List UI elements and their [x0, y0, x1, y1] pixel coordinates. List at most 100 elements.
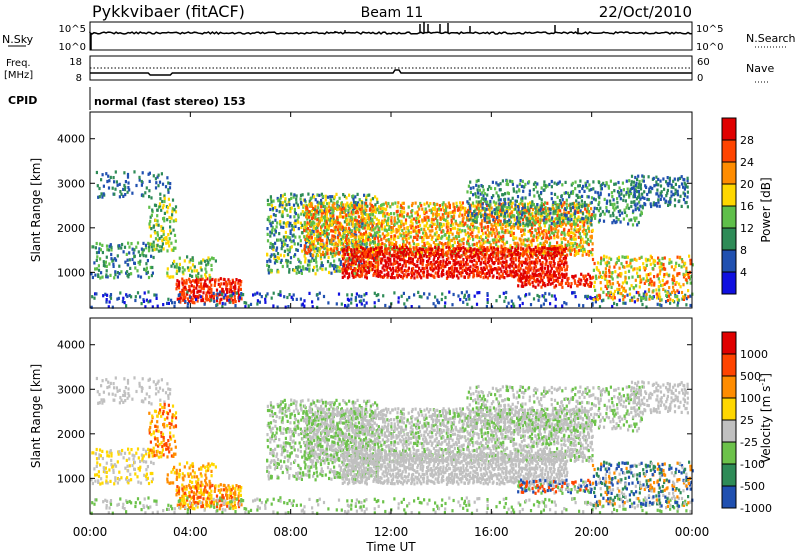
data-cell	[614, 206, 617, 210]
data-cell	[210, 290, 213, 294]
data-cell	[195, 277, 198, 281]
data-cell	[325, 241, 328, 245]
data-cell	[338, 196, 341, 200]
data-cell	[487, 259, 491, 263]
data-cell	[435, 230, 438, 234]
data-cell	[398, 244, 401, 248]
data-cell	[564, 237, 567, 241]
data-cell	[179, 296, 182, 300]
data-cell	[545, 298, 548, 302]
data-cell	[402, 249, 405, 253]
data-cell	[348, 256, 351, 260]
data-cell	[299, 193, 303, 197]
data-cell	[532, 238, 535, 243]
data-cell	[362, 258, 365, 263]
data-cell	[316, 253, 320, 258]
data-cell	[488, 209, 492, 213]
data-cell	[426, 201, 429, 205]
data-cell	[288, 202, 291, 206]
data-cell	[539, 220, 542, 224]
data-cell	[218, 284, 222, 288]
data-cell	[274, 213, 277, 218]
data-cell	[598, 296, 601, 300]
data-cell	[403, 210, 406, 214]
data-cell	[169, 275, 172, 279]
data-cell	[171, 198, 175, 202]
data-cell	[352, 259, 356, 263]
data-cell	[458, 239, 461, 243]
data-cell	[486, 298, 489, 302]
data-cell	[480, 184, 483, 188]
data-cell	[424, 230, 427, 234]
data-cell	[354, 242, 357, 246]
data-cell	[539, 241, 542, 246]
data-cell	[273, 233, 276, 237]
data-cell	[544, 239, 547, 243]
data-cell	[638, 208, 641, 212]
data-cell	[425, 210, 428, 214]
data-cell	[221, 304, 224, 309]
data-cell	[337, 269, 340, 273]
data-cell	[469, 247, 472, 251]
data-cell	[303, 254, 306, 258]
data-cell	[479, 204, 482, 208]
data-cell	[638, 200, 641, 204]
data-cell	[116, 275, 119, 279]
data-cell	[382, 264, 385, 268]
data-cell	[506, 206, 509, 210]
data-cell	[591, 228, 594, 232]
data-cell	[132, 251, 135, 255]
data-cell	[546, 247, 549, 251]
data-cell	[404, 218, 408, 222]
data-cell	[306, 251, 309, 255]
data-cell	[383, 273, 386, 277]
data-cell	[575, 206, 578, 210]
data-cell	[335, 247, 339, 251]
data-cell	[354, 274, 357, 279]
data-cell	[499, 219, 502, 223]
data-cell	[530, 226, 534, 230]
data-cell	[383, 218, 386, 222]
data-cell	[441, 213, 444, 217]
data-cell	[434, 212, 437, 216]
data-cell	[550, 218, 553, 222]
data-cell	[168, 244, 171, 248]
data-cell	[477, 207, 480, 211]
data-cell	[272, 213, 275, 217]
data-cell	[316, 268, 319, 272]
data-cell	[140, 183, 143, 187]
data-cell	[405, 275, 408, 279]
data-cell	[456, 244, 459, 249]
data-cell	[337, 292, 341, 296]
data-cell	[633, 216, 636, 220]
data-cell	[402, 206, 405, 210]
data-cell	[413, 229, 416, 233]
data-cell	[463, 229, 467, 233]
data-cell	[529, 219, 532, 223]
data-cell	[636, 206, 639, 210]
data-cell	[580, 205, 583, 209]
data-cell	[523, 211, 526, 215]
data-cell	[509, 273, 512, 277]
data-cell	[469, 254, 472, 258]
data-cell	[379, 246, 382, 250]
data-cell	[587, 203, 590, 207]
data-cell	[340, 227, 343, 231]
power-data	[90, 170, 694, 309]
data-cell	[553, 294, 556, 298]
data-cell	[567, 240, 570, 244]
data-cell	[444, 242, 447, 246]
data-cell	[394, 219, 397, 223]
data-cell	[374, 243, 377, 247]
data-cell	[410, 305, 413, 309]
data-cell	[565, 198, 568, 202]
data-cell	[490, 246, 493, 250]
data-cell	[477, 212, 480, 216]
data-cell	[465, 255, 468, 259]
data-cell	[523, 228, 526, 232]
data-cell	[515, 269, 518, 274]
data-cell	[456, 231, 459, 235]
data-cell	[534, 228, 537, 232]
data-cell	[595, 276, 598, 281]
data-cell	[463, 275, 466, 279]
